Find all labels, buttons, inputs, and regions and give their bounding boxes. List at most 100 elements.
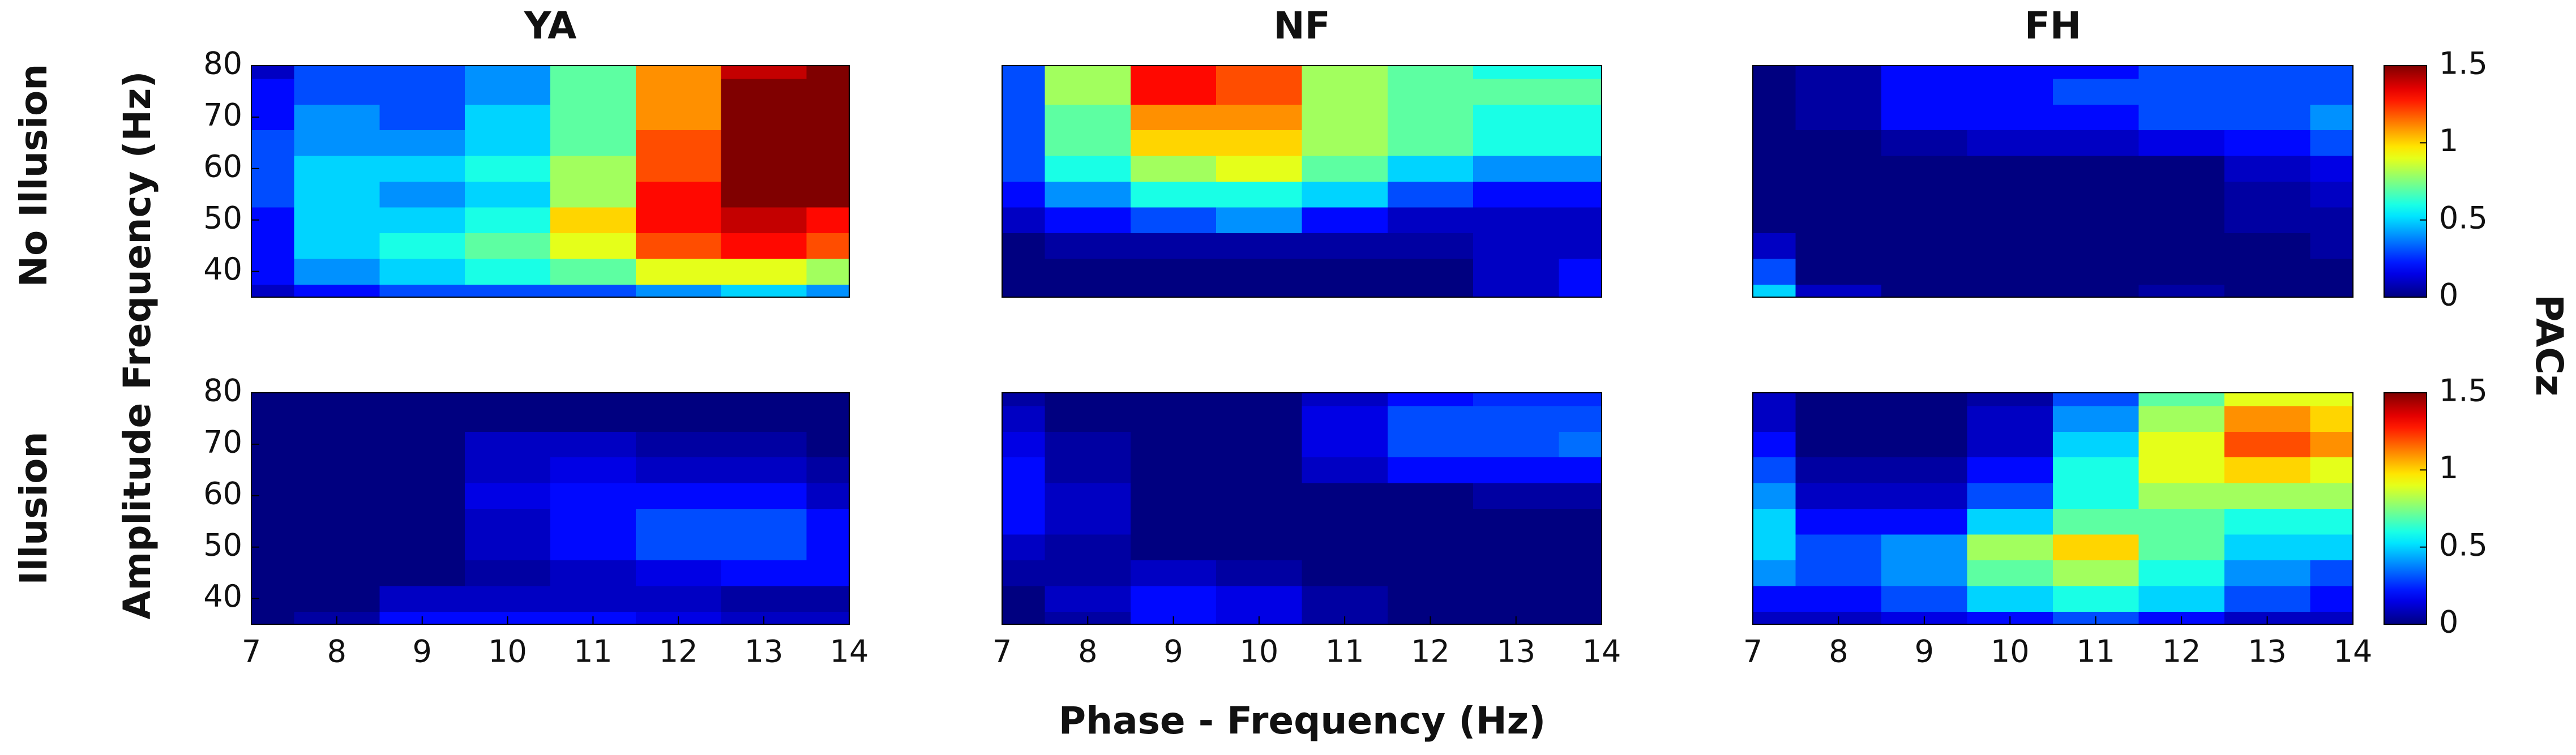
heatmap-cell	[550, 258, 636, 285]
heatmap-cell	[1795, 104, 1882, 131]
x-tick-label: 11	[2076, 634, 2115, 670]
heatmap-cell	[1473, 66, 1559, 79]
heatmap-cell	[806, 508, 850, 535]
heatmap-cell	[721, 483, 807, 509]
x-tick-label: 10	[488, 634, 527, 670]
x-tick-label: 7	[1743, 634, 1762, 670]
heatmap-cell	[806, 405, 850, 432]
heatmap-cell	[465, 284, 551, 298]
heatmap-cell	[1881, 207, 1968, 233]
axes-frame	[1002, 65, 1602, 298]
heatmap-cell	[294, 405, 380, 432]
heatmap-cell	[806, 560, 850, 586]
heatmap-cell	[1130, 284, 1217, 298]
heatmap-cell	[379, 457, 465, 483]
heatmap-cell	[1216, 207, 1303, 233]
heatmap-cell	[550, 207, 636, 233]
heatmap-cell	[379, 405, 465, 432]
heatmap-cell	[379, 130, 465, 156]
row-label: Illusion	[12, 431, 55, 585]
heatmap-cell	[1045, 66, 1131, 79]
heatmap-cell	[294, 181, 380, 208]
heatmap-cell	[379, 78, 465, 105]
x-tick-label: 8	[1829, 634, 1848, 670]
heatmap-cell	[1130, 104, 1217, 131]
heatmap-cell	[721, 405, 807, 432]
heatmap-cell	[550, 78, 636, 105]
heatmap-cell	[1795, 78, 1882, 105]
heatmap-cell	[1559, 483, 1602, 509]
heatmap-cell	[1045, 457, 1131, 483]
heatmap-cell	[294, 66, 380, 79]
heatmap-cell	[465, 156, 551, 182]
heatmap-cell	[2310, 233, 2354, 259]
heatmap-cell	[1559, 78, 1602, 105]
heatmap-cell	[806, 585, 850, 612]
heatmap-cell	[1130, 66, 1217, 79]
heatmap-cell	[2224, 156, 2310, 182]
heatmap-cell	[379, 585, 465, 612]
heatmap-cell	[1216, 130, 1303, 156]
heatmap-cell	[2310, 78, 2354, 105]
heatmap-cell	[635, 66, 722, 79]
colorbar-tick-label: 1.5	[2439, 46, 2488, 81]
heatmap-cell	[2138, 483, 2225, 509]
x-tick-label: 12	[2162, 634, 2201, 670]
y-tick-label: 70	[203, 424, 242, 460]
heatmap-cell	[1002, 431, 1046, 458]
heatmap-cell	[1045, 78, 1131, 105]
x-tick-label: 13	[1496, 634, 1535, 670]
heatmap-cell	[251, 78, 295, 105]
x-tick-label: 14	[1582, 634, 1621, 670]
heatmap-cell	[1302, 233, 1388, 259]
heatmap-cell	[1216, 104, 1303, 131]
heatmap-cell	[294, 156, 380, 182]
heatmap-cell	[294, 393, 380, 406]
heatmap-cell	[294, 207, 380, 233]
heatmap-cell	[2310, 560, 2354, 586]
heatmap-cell	[1302, 284, 1388, 298]
heatmap-cell	[1216, 508, 1303, 535]
heatmap-cell	[1795, 156, 1882, 182]
heatmap-cell	[721, 393, 807, 406]
heatmap-cell	[1045, 431, 1131, 458]
heatmap-cell	[1216, 534, 1303, 560]
heatmap-cell	[806, 611, 850, 625]
heatmap-cell	[294, 233, 380, 259]
heatmap-cell	[465, 585, 551, 612]
heatmap-cell	[294, 104, 380, 131]
heatmap-cell	[465, 560, 551, 586]
heatmap-cell	[1473, 207, 1559, 233]
heatmap-cell	[251, 233, 295, 259]
colorbar-tick-label: 1	[2439, 123, 2458, 158]
heatmap-cell	[465, 534, 551, 560]
heatmap-cell	[1216, 156, 1303, 182]
heatmap-cell	[635, 483, 722, 509]
heatmap-cell	[1387, 457, 1474, 483]
heatmap-cell	[2053, 66, 2139, 79]
heatmap-cell	[2138, 207, 2225, 233]
heatmap-cell	[465, 393, 551, 406]
heatmap-cell	[1559, 393, 1602, 406]
heatmap-cell	[2138, 78, 2225, 105]
heatmap-cell	[1753, 585, 1796, 612]
heatmap-cell	[1045, 508, 1131, 535]
heatmap-cell	[1130, 130, 1217, 156]
heatmap-cell	[2224, 66, 2310, 79]
heatmap-cell	[1473, 181, 1559, 208]
heatmap-cell	[1559, 431, 1602, 458]
heatmap-cell	[635, 560, 722, 586]
axes-frame	[1752, 392, 2354, 625]
heatmap-cell	[1002, 181, 1046, 208]
panel-title: NF	[1273, 4, 1330, 48]
heatmap-cell	[1130, 181, 1217, 208]
heatmap-cell	[1130, 156, 1217, 182]
heatmap-cell	[1881, 284, 1968, 298]
heatmap-cell	[1795, 534, 1882, 560]
heatmap-cell	[2138, 405, 2225, 432]
heatmap-cell	[1387, 156, 1474, 182]
heatmap-cell	[1002, 66, 1046, 79]
heatmap-cell	[635, 405, 722, 432]
heatmap-cell	[1216, 233, 1303, 259]
heatmap-cell	[1302, 104, 1388, 131]
